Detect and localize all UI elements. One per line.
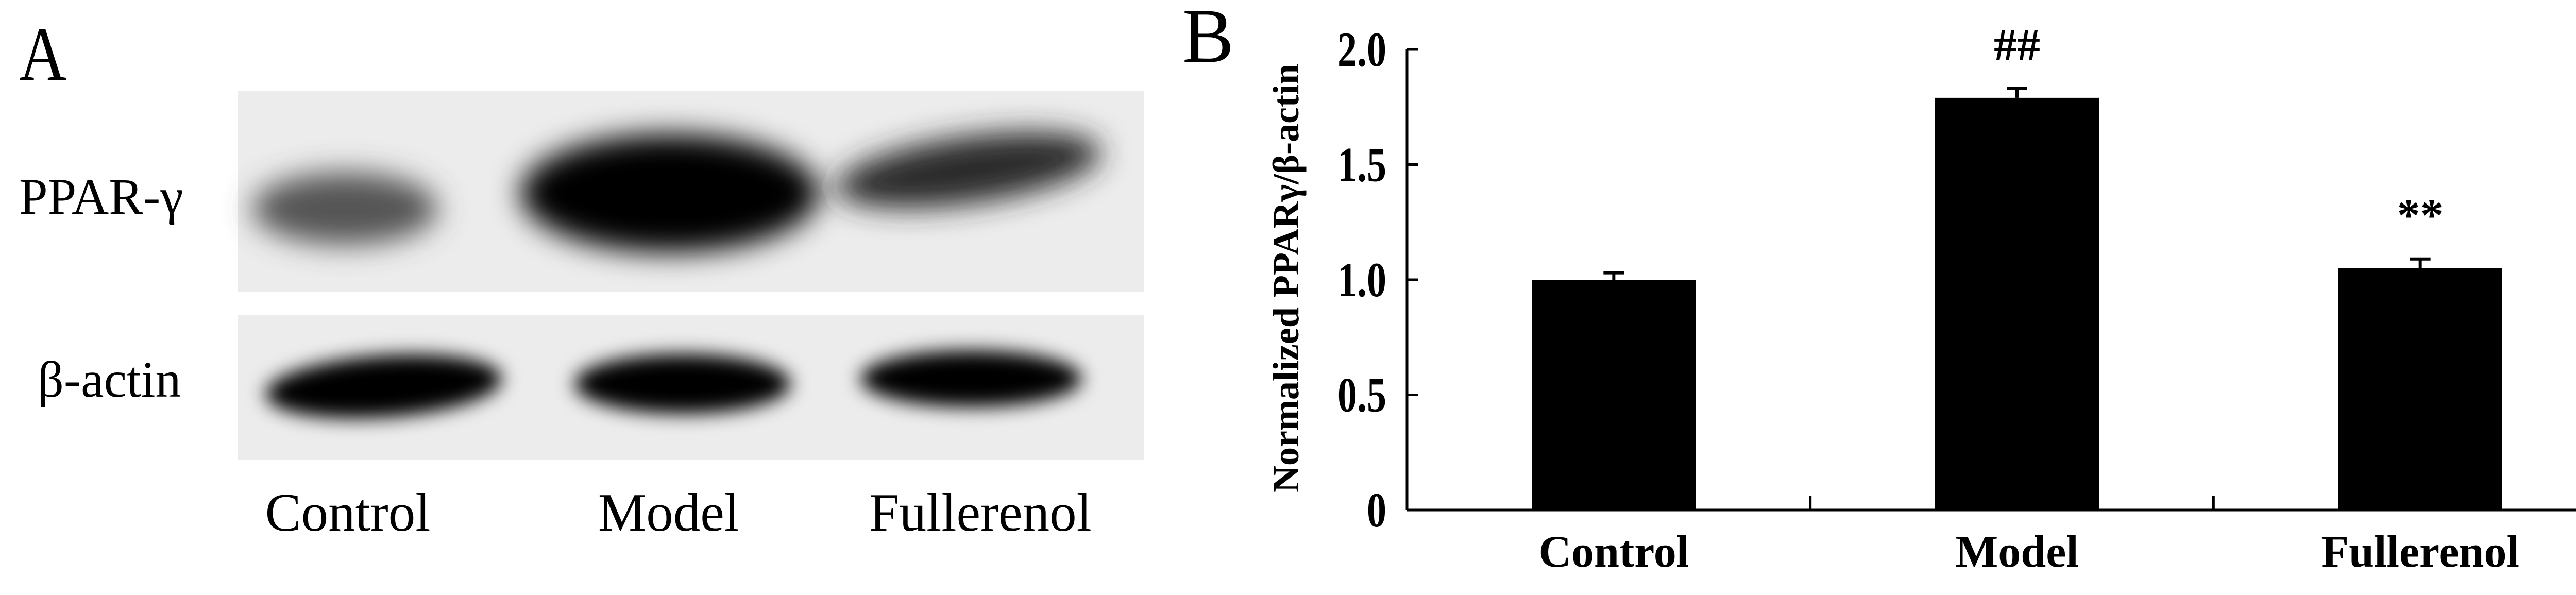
bar-control [1532,280,1696,510]
row-label-ppar-gamma: PPAR-γ [19,168,183,225]
band-fullerenol-ppar [836,132,1101,208]
x-tick-label: Fullerenol [2321,527,2519,577]
panel-a-label: A [19,11,66,97]
significance-marker: ## [1994,20,2040,71]
x-tick-label: Control [1538,527,1689,577]
bar-model [1935,97,2099,510]
panel-b-label: B [1182,0,1234,79]
lane-label-fullerenol: Fullerenol [869,482,1092,542]
y-axis-label: Normalized PPARγ/β-actin [1265,64,1307,492]
band-model-ppar [520,134,819,252]
y-tick-label: 0.5 [1337,367,1386,422]
band-model-actin [574,354,791,414]
band-control-ppar [252,173,438,245]
x-tick-label: Model [1955,527,2079,577]
band-control-actin [265,354,502,418]
band-fullerenol-actin [860,350,1082,407]
lane-label-model: Model [598,482,739,542]
lane-label-control: Control [265,482,431,542]
western-blot-ppar-gamma [238,91,1144,292]
y-tick-label: 0 [1367,483,1386,537]
y-tick-label: 1.5 [1337,137,1386,192]
y-tick-label: 2.0 [1337,22,1386,77]
row-label-beta-actin: β-actin [38,351,181,408]
bar-fullerenol [2338,268,2502,510]
significance-marker: ** [2397,190,2444,241]
western-blot-beta-actin [238,315,1144,460]
y-tick-label: 1.0 [1337,252,1386,307]
bar-chart: 0 0.5 1.0 1.5 2.0 Control ## Model ** Fullerenol [1337,20,2576,577]
